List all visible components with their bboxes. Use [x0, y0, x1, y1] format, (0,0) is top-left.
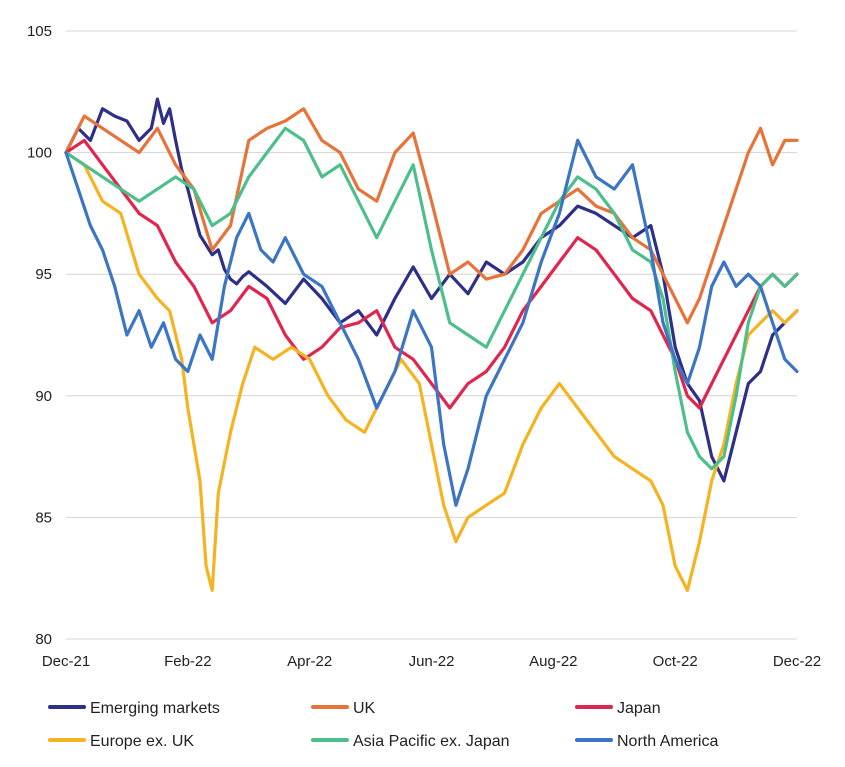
legend-label: Europe ex. UK	[90, 733, 194, 750]
legend-label: Asia Pacific ex. Japan	[353, 733, 510, 750]
x-tick-label: Feb-22	[164, 653, 212, 670]
series-line-emerging-markets	[64, 97, 799, 483]
x-tick-label: Dec-21	[42, 653, 90, 670]
x-tick-label: Aug-22	[529, 653, 577, 670]
x-tick-label: Jun-22	[409, 653, 455, 670]
series-line-uk	[64, 107, 799, 325]
y-axis-ticks: 80 85 90 95 100 105	[27, 23, 52, 648]
legend-item: North America	[575, 733, 718, 750]
y-tick-label: 80	[35, 631, 52, 648]
x-tick-label: Oct-22	[653, 653, 698, 670]
legend-label: North America	[617, 733, 718, 750]
x-tick-label: Apr-22	[287, 653, 332, 670]
legend-label: Japan	[617, 700, 661, 717]
x-tick-label: Dec-22	[773, 653, 821, 670]
legend-item: Japan	[575, 700, 661, 717]
y-tick-label: 90	[35, 388, 52, 405]
series-line-north-america	[64, 138, 799, 507]
series-line-europe-ex-uk	[64, 151, 799, 592]
series-line-japan	[64, 138, 799, 410]
legend-label: UK	[353, 700, 376, 717]
y-tick-label: 100	[27, 145, 52, 162]
legend-label: Emerging markets	[90, 700, 220, 717]
series-line-asia-pacific-ex-japan	[64, 126, 799, 471]
y-tick-label: 105	[27, 23, 52, 40]
legend-item: Emerging markets	[48, 700, 220, 717]
series-lines	[64, 97, 799, 592]
legend-item: Asia Pacific ex. Japan	[311, 733, 510, 750]
legend: Emerging markets UK Japan Europe ex. UK Asia…	[48, 700, 718, 750]
legend-item: UK	[311, 700, 376, 717]
legend-item: Europe ex. UK	[48, 733, 194, 750]
x-axis-ticks: Dec-21 Feb-22 Apr-22 Jun-22 Aug-22 Oct-22 Dec-…	[42, 653, 821, 670]
y-tick-label: 95	[35, 266, 52, 283]
y-tick-label: 85	[35, 509, 52, 526]
